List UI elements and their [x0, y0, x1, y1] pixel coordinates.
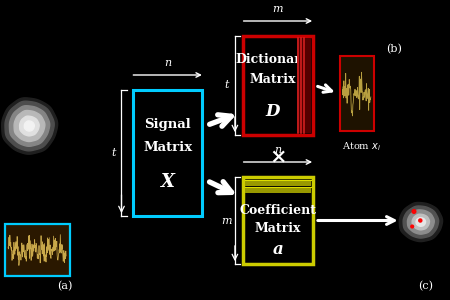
Point [409, 224, 416, 229]
Text: Atom $x_i$: Atom $x_i$ [342, 141, 381, 153]
Text: ×: × [269, 146, 287, 166]
Text: (a): (a) [58, 281, 73, 292]
Text: a: a [273, 241, 283, 258]
Text: Signal: Signal [144, 118, 191, 130]
FancyBboxPatch shape [243, 177, 313, 264]
FancyBboxPatch shape [4, 224, 70, 276]
Text: Matrix: Matrix [143, 142, 192, 154]
FancyBboxPatch shape [243, 36, 313, 135]
Polygon shape [5, 101, 54, 151]
Text: n: n [274, 145, 281, 155]
Text: Matrix: Matrix [249, 73, 296, 86]
FancyBboxPatch shape [340, 56, 374, 130]
Polygon shape [20, 116, 39, 136]
Text: n: n [164, 58, 171, 68]
Text: Dictionary: Dictionary [236, 53, 309, 66]
Text: m: m [273, 4, 283, 14]
Polygon shape [24, 121, 34, 131]
FancyBboxPatch shape [297, 38, 311, 134]
Text: Matrix: Matrix [255, 222, 301, 235]
Text: t: t [111, 148, 116, 158]
Text: D: D [265, 103, 279, 120]
Polygon shape [9, 106, 50, 146]
Text: (b): (b) [386, 44, 402, 55]
Polygon shape [403, 206, 439, 238]
FancyBboxPatch shape [245, 180, 311, 186]
Polygon shape [14, 110, 45, 142]
Text: (c): (c) [418, 281, 433, 292]
Text: Coefficient: Coefficient [239, 204, 316, 218]
Polygon shape [412, 214, 429, 230]
Point [410, 209, 418, 214]
Polygon shape [399, 202, 442, 242]
Polygon shape [2, 98, 58, 154]
Polygon shape [407, 210, 434, 234]
Text: X: X [161, 173, 175, 191]
Text: m: m [221, 215, 232, 226]
FancyBboxPatch shape [133, 90, 202, 216]
Polygon shape [416, 218, 426, 226]
Point [417, 218, 424, 223]
Text: t: t [225, 80, 229, 91]
FancyBboxPatch shape [245, 187, 311, 193]
